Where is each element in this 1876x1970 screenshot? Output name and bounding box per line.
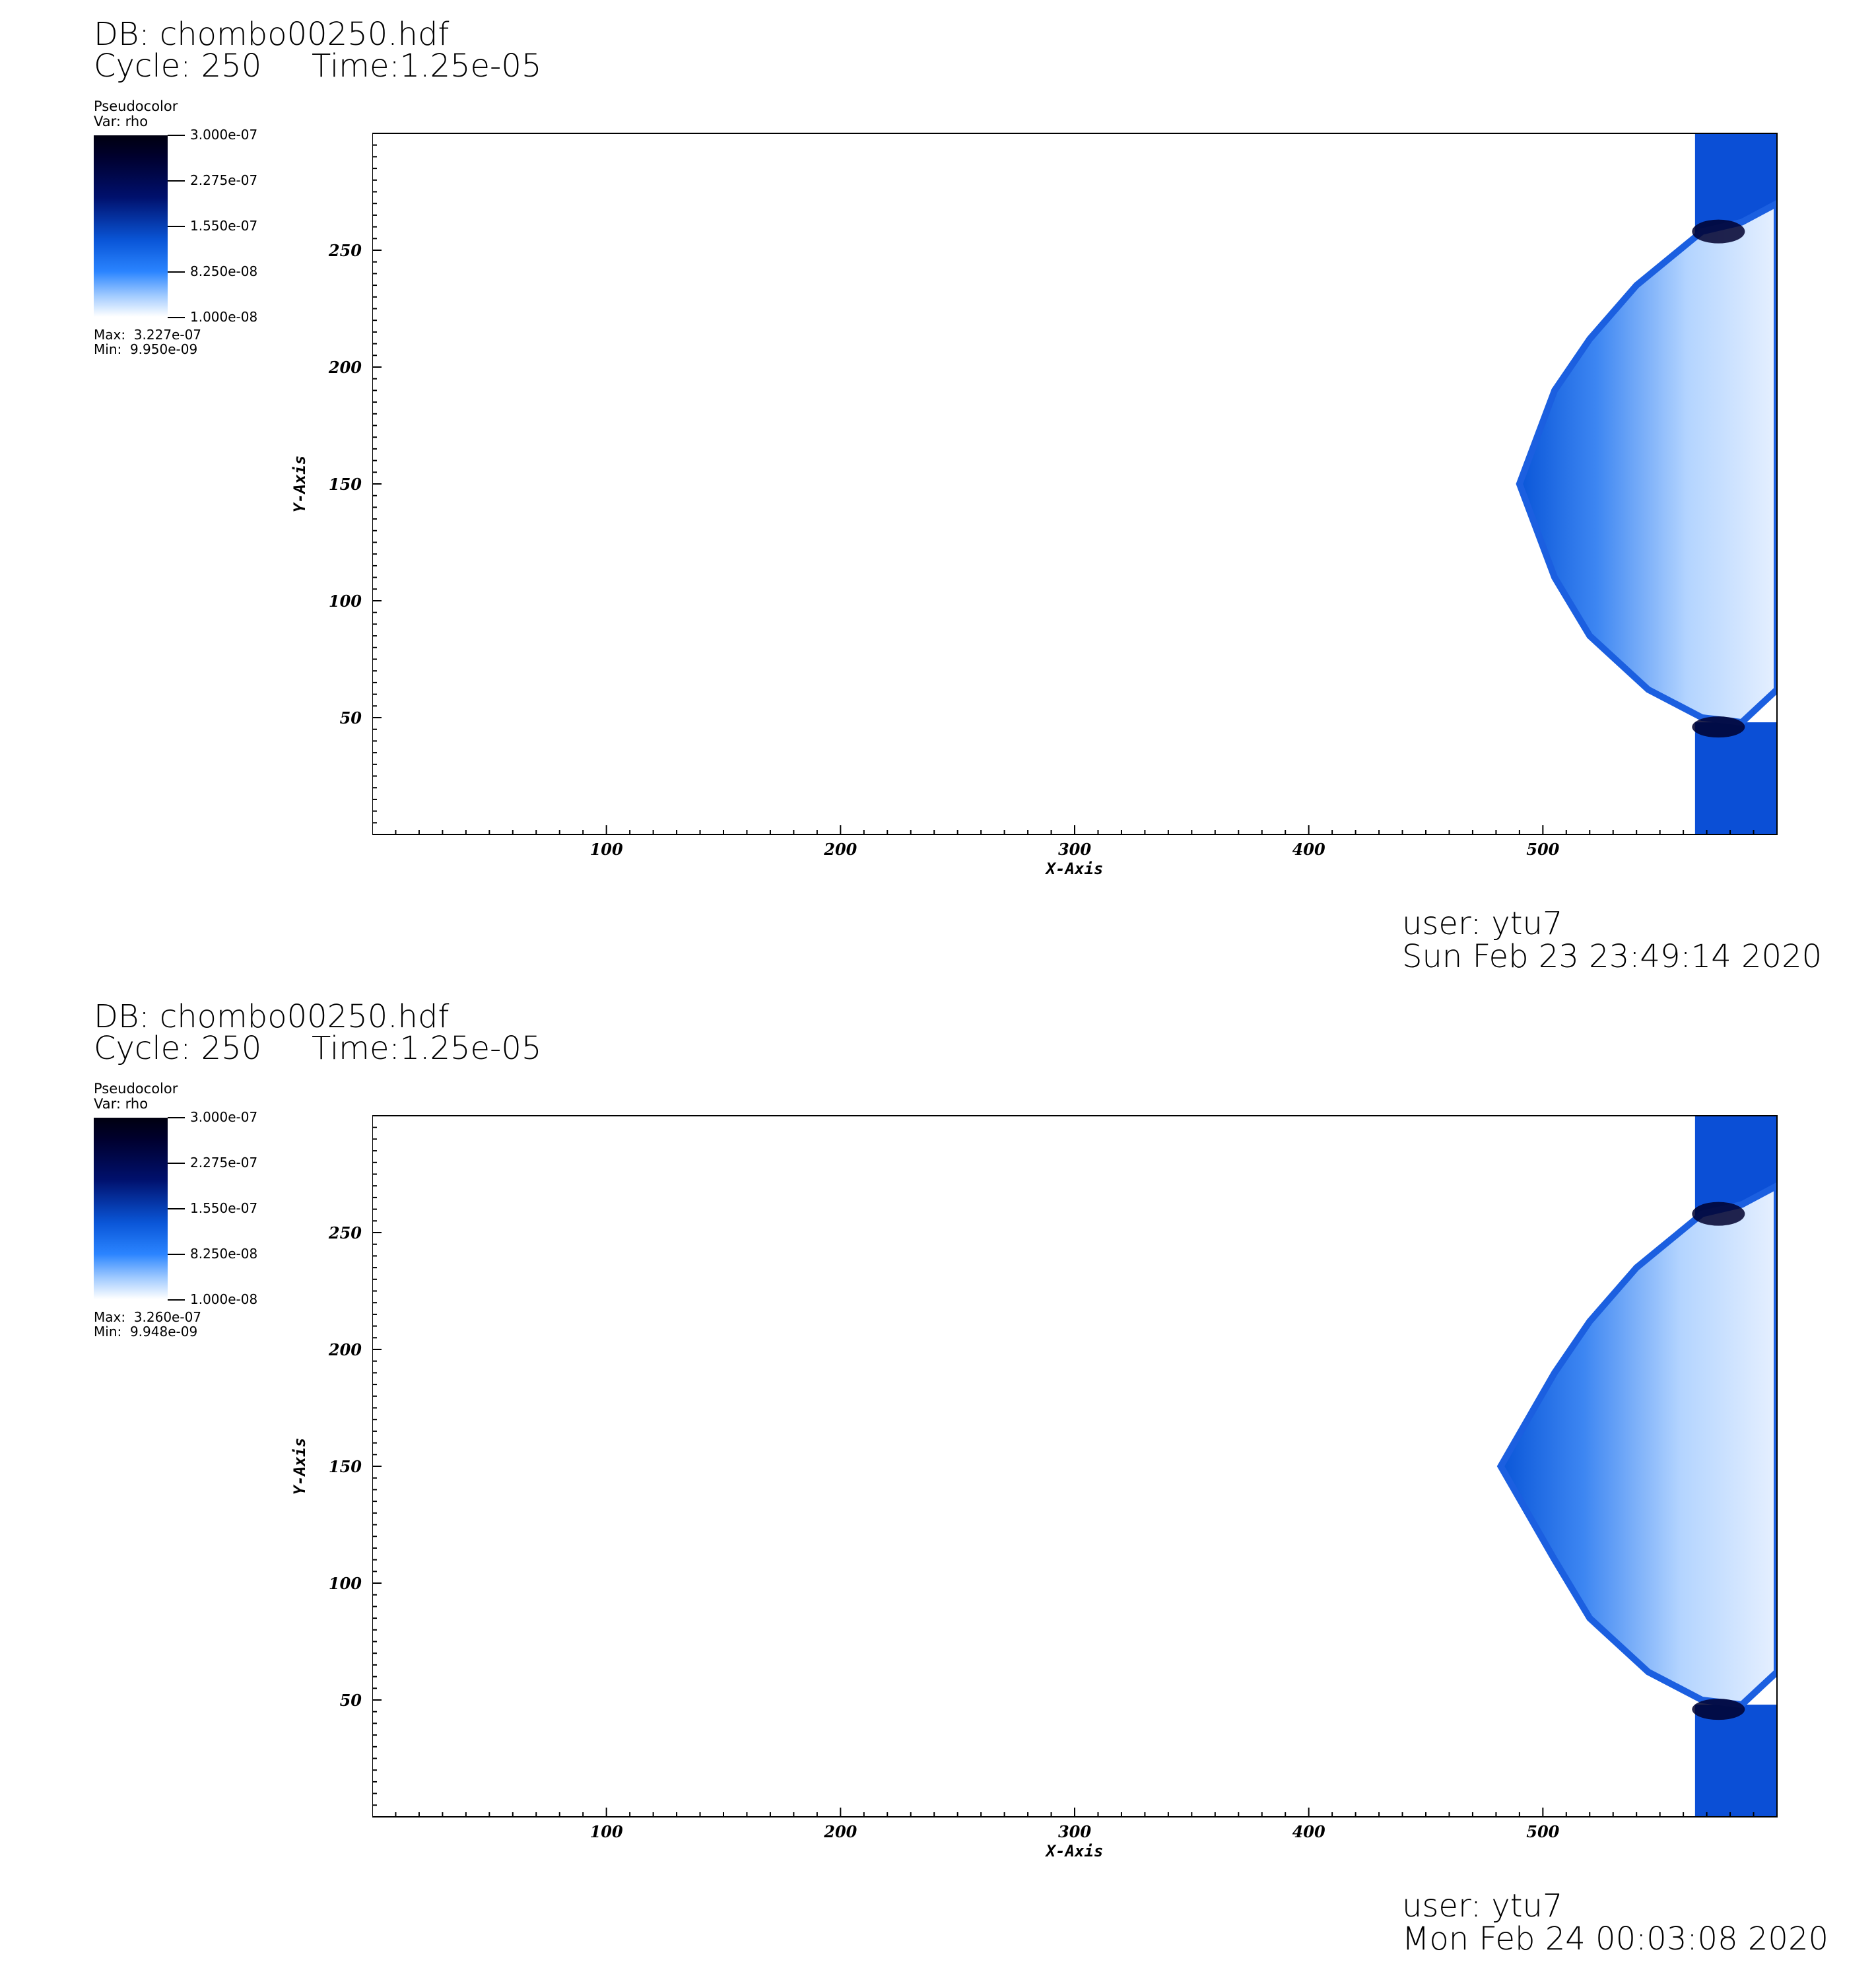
y-tick-label: 250 [328, 1223, 362, 1242]
colorbar-tick [168, 135, 185, 136]
dense-knot [1692, 1699, 1745, 1720]
plot-panel-2: DB: chombo00250.hdf Cycle: 250 Time:1.25… [0, 982, 1876, 1965]
colorbar-tick-label: 1.000e-08 [190, 1291, 258, 1307]
db-label: DB: chombo00250.hdf [94, 16, 450, 53]
y-tick-label: 100 [328, 592, 362, 611]
dense-knot [1692, 716, 1745, 738]
legend-variable: Var: rho [94, 114, 149, 129]
y-tick-label: 50 [339, 1691, 362, 1710]
y-tick-label: 50 [339, 708, 362, 728]
density-field [1496, 1116, 1777, 1817]
colorbar-tick-label: 1.550e-07 [190, 1200, 258, 1216]
colorbar-tick [168, 271, 185, 273]
dense-knot [1692, 1202, 1745, 1226]
colorbar-tick-label: 2.275e-07 [190, 172, 258, 188]
x-tick-label: 300 [1057, 1822, 1092, 1841]
y-tick-label: 150 [328, 475, 362, 494]
cycle-label: Cycle: 250 [94, 1030, 262, 1067]
density-plot [372, 1115, 1778, 1817]
shock-front [1496, 1182, 1777, 1709]
y-axis-label: Y-Axis [290, 1437, 309, 1495]
dense-region-bottom [1694, 1705, 1777, 1817]
x-axis-label: X-Axis [1046, 860, 1104, 878]
colorbar-tick [168, 1208, 185, 1209]
colorbar-tick [168, 1117, 185, 1118]
legend-min: Min: 9.950e-09 [94, 341, 198, 357]
colorbar-tick [168, 317, 185, 318]
y-axis-label: Y-Axis [290, 455, 309, 513]
x-tick-label: 100 [589, 1822, 623, 1841]
colorbar-tick-label: 3.000e-07 [190, 1109, 258, 1125]
legend-variable: Var: rho [94, 1096, 149, 1112]
cycle-label: Cycle: 250 [94, 48, 262, 85]
colorbar-tick [168, 226, 185, 227]
plot-panel-1: DB: chombo00250.hdf Cycle: 250 Time:1.25… [0, 0, 1876, 982]
legend-min: Min: 9.948e-09 [94, 1324, 198, 1340]
colorbar-tick [168, 1254, 185, 1255]
colorbar-tick [168, 1299, 185, 1301]
colorbar-tick-label: 1.000e-08 [190, 309, 258, 325]
date-label: Sun Feb 23 23:49:14 2020 [1402, 938, 1823, 975]
x-tick-label: 200 [824, 1822, 857, 1841]
shock-front [1516, 199, 1777, 726]
x-axis-label: X-Axis [1046, 1842, 1104, 1860]
db-label: DB: chombo00250.hdf [94, 998, 450, 1035]
colorbar [94, 1118, 168, 1299]
colorbar-tick-label: 2.275e-07 [190, 1155, 258, 1171]
density-field [1516, 133, 1777, 834]
colorbar-tick [168, 1163, 185, 1164]
x-tick-label: 500 [1526, 840, 1560, 859]
legend-title: Pseudocolor [94, 98, 178, 114]
y-tick-label: 150 [328, 1457, 362, 1476]
date-label: Mon Feb 24 00:03:08 2020 [1402, 1920, 1829, 1957]
legend-title: Pseudocolor [94, 1081, 178, 1097]
colorbar-tick-label: 3.000e-07 [190, 127, 258, 143]
density-plot [372, 133, 1778, 835]
time-label: Time:1.25e-05 [312, 1030, 542, 1067]
dense-knot [1692, 219, 1745, 244]
y-tick-label: 200 [328, 358, 362, 377]
legend-max: Max: 3.227e-07 [94, 327, 202, 343]
y-tick-label: 100 [328, 1574, 362, 1593]
x-tick-label: 400 [1292, 1822, 1325, 1841]
y-tick-label: 250 [328, 241, 362, 260]
x-tick-label: 200 [824, 840, 857, 859]
colorbar-tick-label: 1.550e-07 [190, 218, 258, 234]
colorbar-tick [168, 180, 185, 182]
colorbar-tick-label: 8.250e-08 [190, 1246, 258, 1262]
x-tick-label: 400 [1292, 840, 1325, 859]
y-tick-label: 200 [328, 1340, 362, 1359]
user-label: user: ytu7 [1402, 1887, 1563, 1924]
x-tick-label: 300 [1057, 840, 1092, 859]
x-tick-label: 500 [1526, 1822, 1560, 1841]
x-tick-label: 100 [589, 840, 623, 859]
time-label: Time:1.25e-05 [312, 48, 542, 85]
colorbar [94, 135, 168, 317]
legend-max: Max: 3.260e-07 [94, 1309, 202, 1325]
colorbar-tick-label: 8.250e-08 [190, 263, 258, 279]
dense-region-bottom [1694, 722, 1777, 834]
user-label: user: ytu7 [1402, 905, 1563, 942]
